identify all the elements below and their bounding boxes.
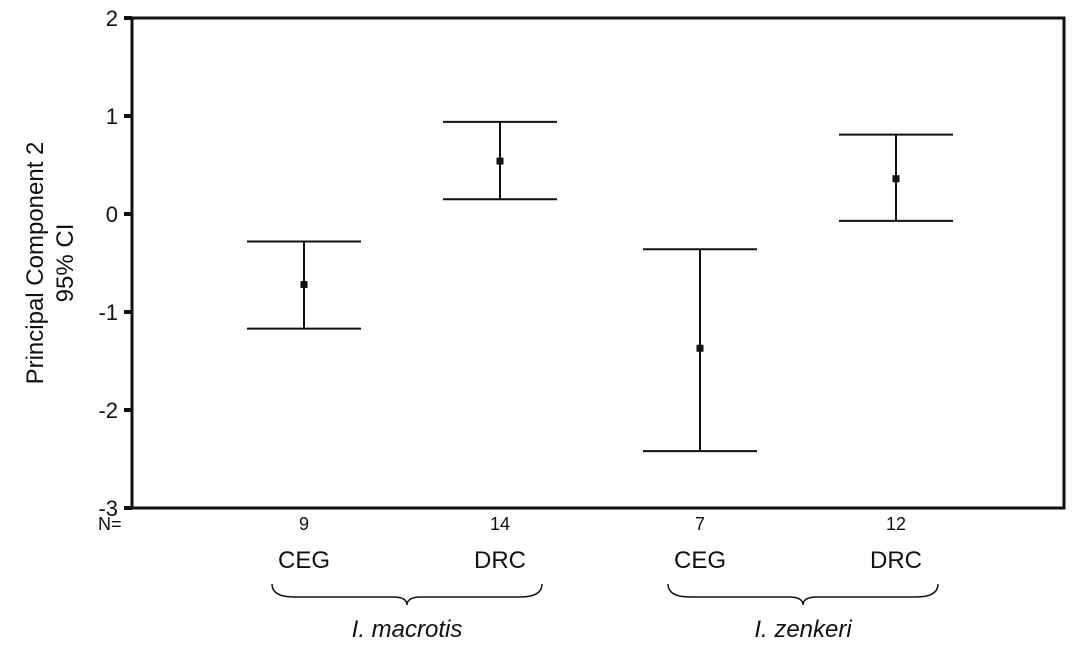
y-axis: 2 1 0 -1 -2 -3	[98, 6, 132, 521]
y-tick-label: 1	[106, 104, 118, 129]
error-bars	[247, 120, 953, 453]
mean-point	[696, 344, 704, 352]
group-bracket	[271, 583, 543, 606]
mean-point	[496, 157, 504, 165]
category-labels: CEG DRC CEG DRC	[278, 547, 922, 574]
plot-frame	[130, 16, 1066, 510]
group-bracket	[667, 583, 939, 606]
y-tick-label: -3	[98, 496, 118, 521]
error-bar-2	[443, 120, 557, 201]
n-value-label: 7	[695, 514, 705, 534]
error-bar-4	[839, 133, 953, 222]
n-prefix-label: N=	[98, 514, 122, 534]
error-bar-3	[643, 248, 757, 453]
category-label: CEG	[674, 547, 726, 574]
y-tick-label: 0	[106, 202, 118, 227]
y-tick-label: -1	[98, 300, 118, 325]
y-tick-label: 2	[106, 6, 118, 31]
y-axis-title-line1: Principal Component 2	[22, 142, 49, 385]
category-label: DRC	[870, 547, 922, 574]
mean-point	[300, 281, 308, 289]
group-label: I. macrotis	[352, 616, 463, 643]
y-tick-label: -2	[98, 398, 118, 423]
n-value-label: 12	[886, 514, 906, 534]
n-value-label: 14	[490, 514, 510, 534]
error-bar-1	[247, 240, 361, 330]
mean-point	[892, 175, 900, 183]
group-label: I. zenkeri	[754, 616, 852, 643]
n-labels: 9 14 7 12	[299, 514, 906, 534]
n-value-label: 9	[299, 514, 309, 534]
y-axis-title-line2: 95% CI	[52, 224, 79, 303]
category-label: CEG	[278, 547, 330, 574]
category-label: DRC	[474, 547, 526, 574]
y-axis-title: Principal Component 2 95% CI	[22, 142, 79, 385]
plot-area: 2 1 0 -1 -2 -3	[98, 6, 1066, 521]
group-brackets: I. macrotis I. zenkeri	[271, 583, 939, 643]
